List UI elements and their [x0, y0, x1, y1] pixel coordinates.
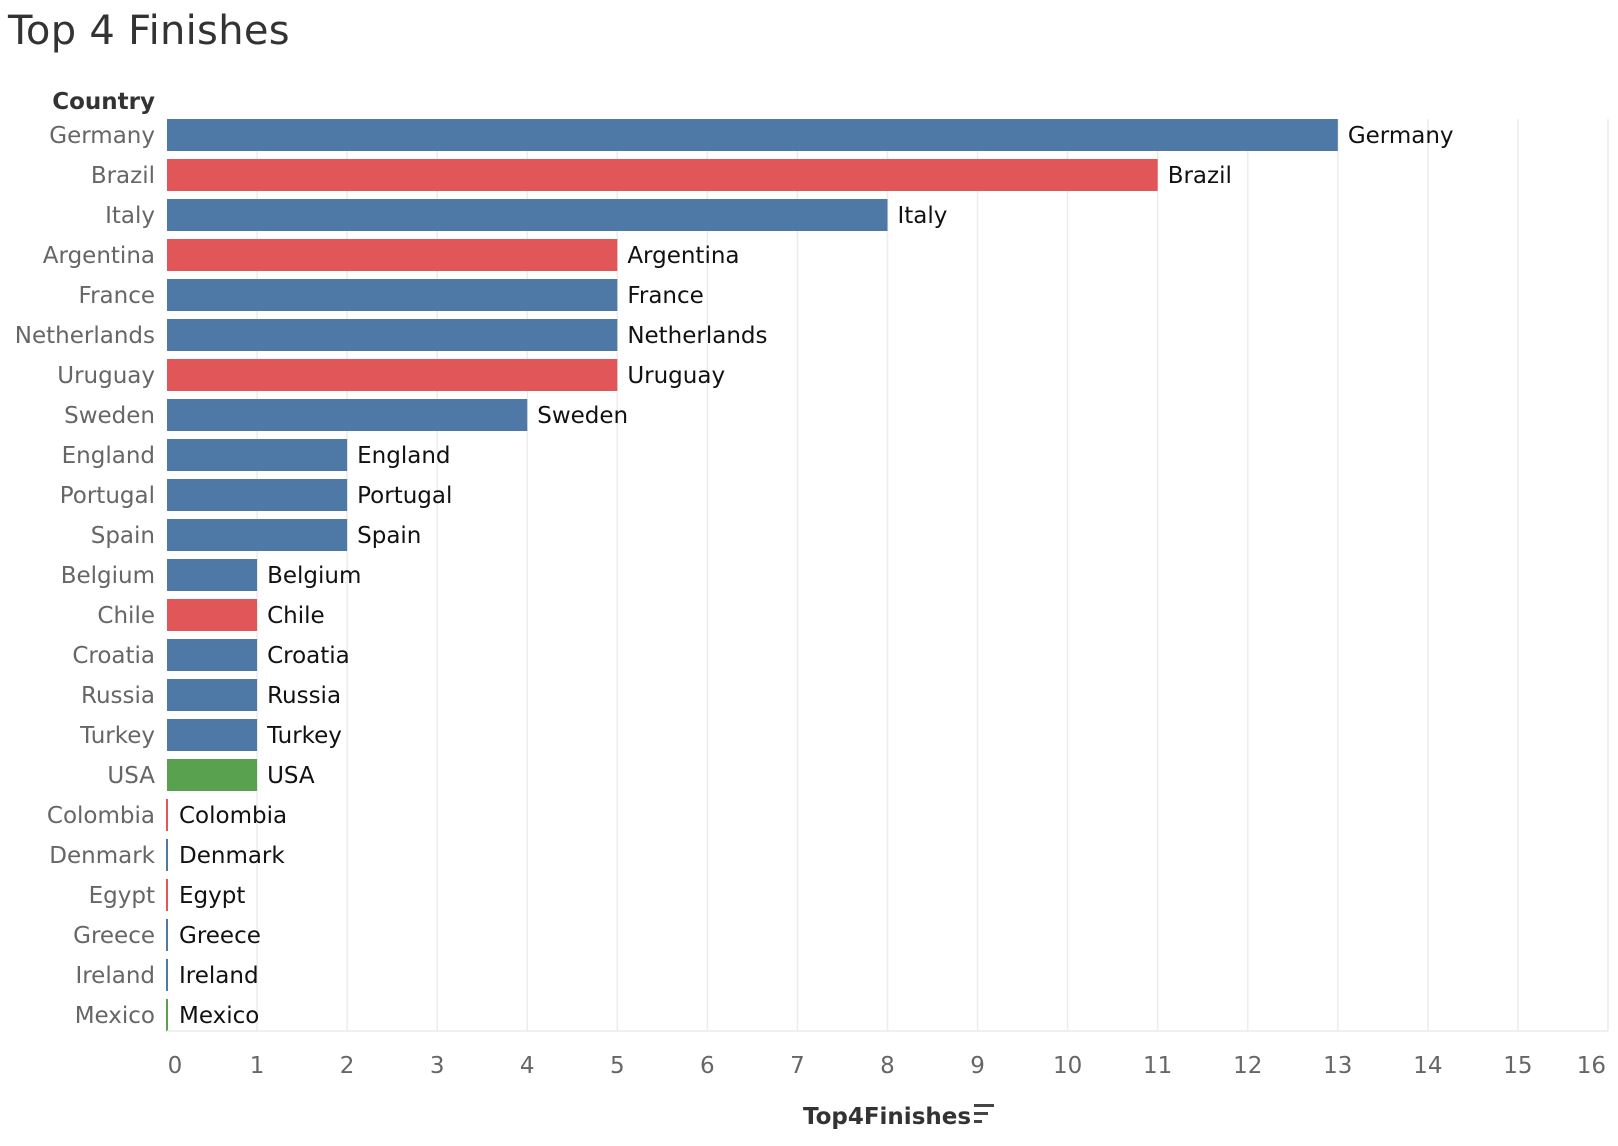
bar[interactable]	[167, 479, 348, 511]
row-label: France	[79, 283, 155, 309]
row-label: Mexico	[75, 1003, 155, 1029]
data-label: Chile	[267, 603, 325, 629]
x-tick-label: 15	[1503, 1053, 1532, 1079]
x-tick-label: 6	[700, 1053, 715, 1079]
row-label: Brazil	[91, 163, 155, 189]
data-label: Argentina	[627, 243, 739, 269]
data-label: Croatia	[267, 643, 350, 669]
data-label: Netherlands	[627, 323, 767, 349]
bar[interactable]	[167, 639, 258, 671]
row-label: Italy	[105, 203, 155, 229]
x-axis-title[interactable]: Top4Finishes	[803, 1104, 971, 1130]
bar[interactable]	[166, 959, 168, 991]
data-label: France	[627, 283, 703, 309]
x-tick-label: 11	[1143, 1053, 1172, 1079]
bar[interactable]	[167, 439, 348, 471]
data-label: England	[357, 443, 450, 469]
x-tick-label: 0	[168, 1053, 183, 1079]
bar[interactable]	[167, 679, 258, 711]
row-label: Spain	[91, 523, 155, 549]
bar[interactable]	[167, 759, 258, 791]
bar[interactable]	[167, 159, 1158, 191]
bar[interactable]	[167, 599, 258, 631]
x-tick-label: 13	[1323, 1053, 1352, 1079]
row-label: Ireland	[75, 963, 155, 989]
data-label: Belgium	[267, 563, 361, 589]
bar[interactable]	[167, 199, 888, 231]
x-tick-label: 14	[1413, 1053, 1442, 1079]
x-tick-label: 8	[880, 1053, 895, 1079]
data-label: Denmark	[179, 843, 285, 869]
data-label: Mexico	[179, 1003, 259, 1029]
x-tick-label: 16	[1577, 1053, 1606, 1079]
row-labels: Germany Brazil Italy Argentina France Netherl…	[15, 123, 156, 1029]
row-label: Netherlands	[15, 323, 155, 349]
row-label: Germany	[49, 123, 155, 149]
data-label: Germany	[1348, 123, 1454, 149]
data-label: Ireland	[179, 963, 259, 989]
bar[interactable]	[166, 839, 168, 871]
row-label: England	[62, 443, 155, 469]
data-label: Russia	[267, 683, 341, 709]
bar[interactable]	[167, 719, 258, 751]
bar[interactable]	[167, 119, 1338, 151]
bar[interactable]	[167, 519, 348, 551]
data-label: Spain	[357, 523, 421, 549]
x-axis: 0 1 2 3 4 5 6 7 8 9 10 11 12 13 14 15 16	[167, 1030, 1608, 1079]
data-label: USA	[267, 763, 315, 789]
row-label: Sweden	[64, 403, 155, 429]
x-tick-label: 5	[610, 1053, 625, 1079]
bar[interactable]	[167, 399, 528, 431]
data-label: Uruguay	[627, 363, 725, 389]
x-tick-label: 2	[340, 1053, 355, 1079]
row-label: Egypt	[89, 883, 155, 909]
row-label: Denmark	[49, 843, 155, 869]
data-label: Greece	[179, 923, 261, 949]
row-label: Croatia	[72, 643, 155, 669]
bar[interactable]	[166, 999, 168, 1031]
x-tick-label: 7	[790, 1053, 805, 1079]
sort-descending-icon[interactable]	[974, 1104, 994, 1123]
row-label: Portugal	[60, 483, 155, 509]
data-label: Italy	[898, 203, 948, 229]
x-tick-label: 3	[430, 1053, 445, 1079]
bar[interactable]	[166, 799, 168, 831]
data-label: Egypt	[179, 883, 245, 909]
bar[interactable]	[166, 879, 168, 911]
row-label: Chile	[97, 603, 155, 629]
row-label: Uruguay	[57, 363, 155, 389]
bar[interactable]	[167, 279, 618, 311]
x-tick-label: 1	[250, 1053, 265, 1079]
row-label: Argentina	[43, 243, 155, 269]
data-label: Sweden	[537, 403, 628, 429]
row-label: Russia	[81, 683, 155, 709]
data-label: Turkey	[266, 723, 342, 749]
row-label: Greece	[73, 923, 155, 949]
row-header-country: Country	[52, 89, 155, 115]
x-tick-label: 10	[1053, 1053, 1082, 1079]
bar[interactable]	[166, 919, 168, 951]
x-tick-label: 4	[520, 1053, 535, 1079]
bar[interactable]	[167, 359, 618, 391]
row-label: USA	[107, 763, 155, 789]
row-label: Belgium	[61, 563, 155, 589]
x-tick-label: 12	[1233, 1053, 1262, 1079]
bar[interactable]	[167, 319, 618, 351]
row-label: Turkey	[79, 723, 155, 749]
data-label: Brazil	[1168, 163, 1232, 189]
x-tick-label: 9	[970, 1053, 985, 1079]
data-label: Portugal	[357, 483, 452, 509]
data-label: Colombia	[179, 803, 287, 829]
bar[interactable]	[167, 239, 618, 271]
chart-title: Top 4 Finishes	[8, 8, 290, 54]
bar[interactable]	[167, 559, 258, 591]
bars	[166, 119, 1338, 1031]
row-label: Colombia	[47, 803, 155, 829]
data-labels: Germany Brazil Italy Argentina France Netherl…	[179, 123, 1454, 1029]
